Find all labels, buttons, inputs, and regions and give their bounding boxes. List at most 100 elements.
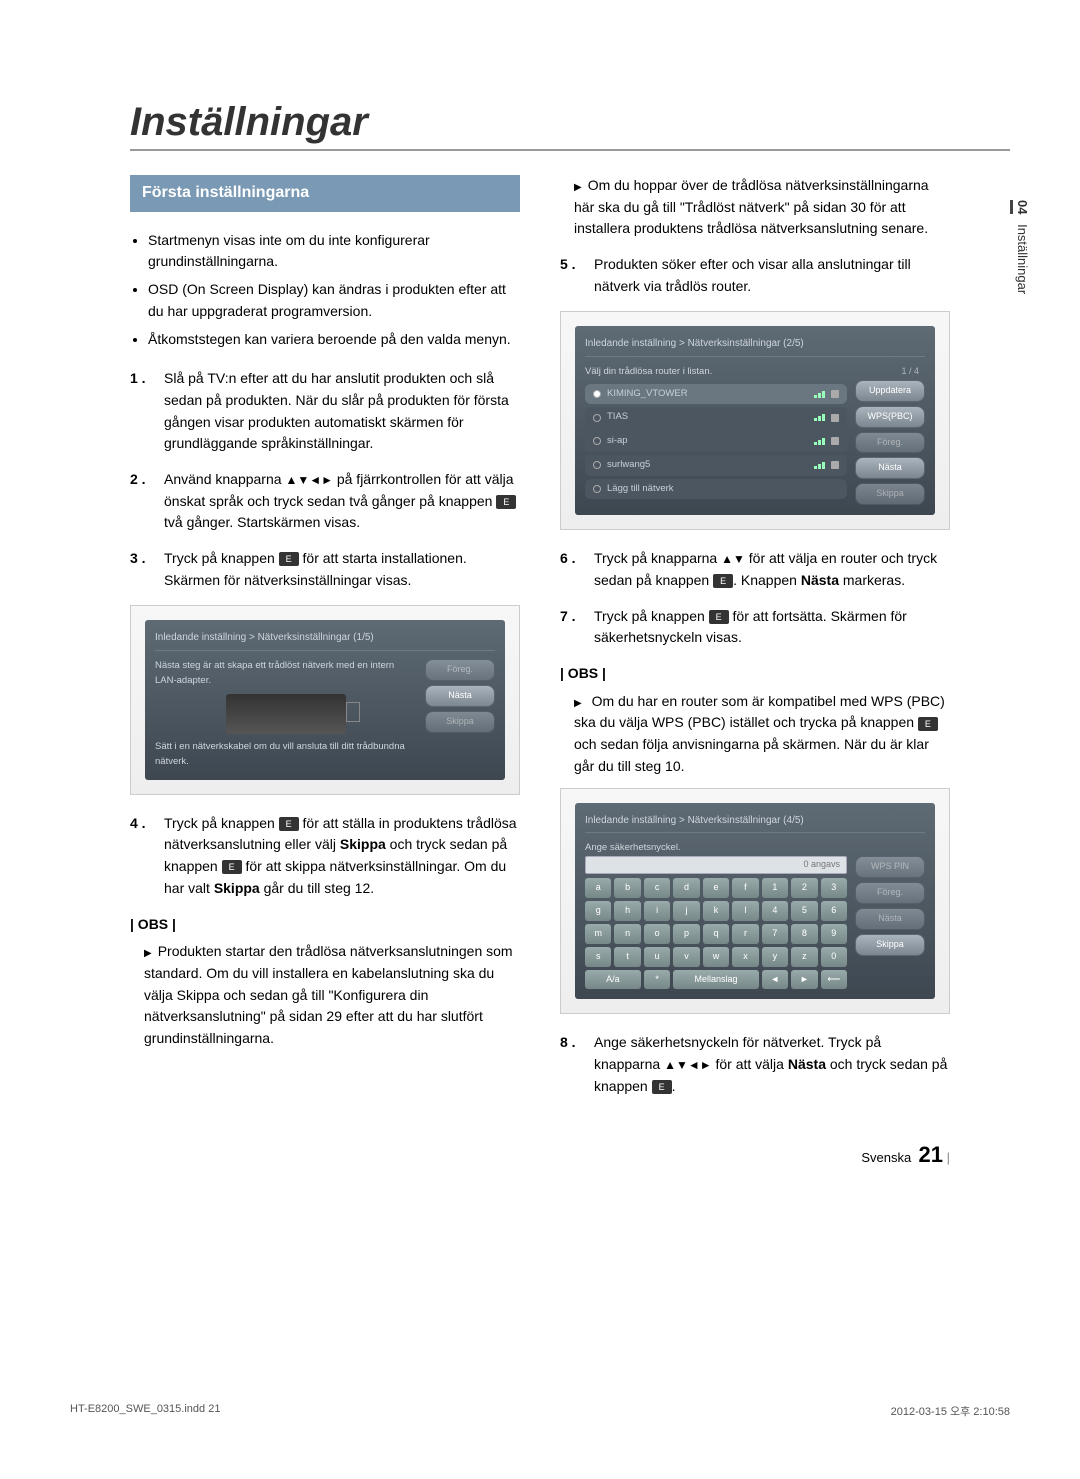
footer-right: 2012-03-15 오후 2:10:58	[891, 1403, 1010, 1419]
key[interactable]: d	[673, 878, 699, 898]
key[interactable]: 5	[791, 901, 817, 921]
key[interactable]: b	[614, 878, 640, 898]
security-key-input[interactable]: 0 angavs	[585, 856, 847, 874]
tv-button-skip[interactable]: Skippa	[855, 483, 925, 505]
arrows-icon: ▲▼◄►	[285, 473, 333, 487]
section-heading: Första inställningarna	[130, 175, 520, 212]
step-number: 1 .	[130, 368, 164, 455]
key[interactable]: p	[673, 924, 699, 944]
tv-button-next[interactable]: Nästa	[425, 685, 495, 707]
tv-button-prev[interactable]: Föreg.	[855, 432, 925, 454]
key[interactable]: i	[644, 901, 670, 921]
key[interactable]: h	[614, 901, 640, 921]
step-number: 6 .	[560, 548, 594, 591]
key[interactable]: 0	[821, 947, 847, 967]
obs-item: Produkten startar den trådlösa nätverksa…	[144, 941, 520, 1049]
tv1-text: Nästa steg är att skapa ett trådlöst nät…	[155, 659, 417, 688]
tv-button-prev[interactable]: Föreg.	[425, 659, 495, 681]
key[interactable]: w	[703, 947, 729, 967]
tv-button-skip[interactable]: Skippa	[855, 934, 925, 956]
key[interactable]: 8	[791, 924, 817, 944]
tv2-breadcrumb: Inledande inställning > Nätverksinställn…	[585, 336, 925, 357]
tv-button-wps[interactable]: WPS(PBC)	[855, 406, 925, 428]
key[interactable]: e	[703, 878, 729, 898]
router-item[interactable]: TIAS	[585, 407, 847, 428]
intro-bullet: Åtkomststegen kan variera beroende på de…	[148, 329, 520, 351]
tv-screenshot-1: Inledande inställning > Nätverksinställn…	[130, 605, 520, 794]
key[interactable]: r	[732, 924, 758, 944]
tv2-text: Välj din trådlösa router i listan.	[585, 365, 712, 380]
key[interactable]: y	[762, 947, 788, 967]
key[interactable]: g	[585, 901, 611, 921]
key[interactable]: 2	[791, 878, 817, 898]
tv-screenshot-3: Inledande inställning > Nätverksinställn…	[560, 788, 950, 1015]
step-number: 4 .	[130, 813, 164, 900]
key[interactable]: 1	[762, 878, 788, 898]
lock-icon	[831, 390, 839, 398]
router-item[interactable]: KIMING_VTOWER	[585, 384, 847, 405]
tv-button-skip[interactable]: Skippa	[425, 711, 495, 733]
tv-button-next[interactable]: Nästa	[855, 908, 925, 930]
key[interactable]: q	[703, 924, 729, 944]
key[interactable]: o	[644, 924, 670, 944]
enter-icon: E	[279, 552, 299, 566]
router-item[interactable]: si-ap	[585, 431, 847, 452]
key[interactable]: t	[614, 947, 640, 967]
key[interactable]: *	[644, 970, 670, 990]
tv-button-next[interactable]: Nästa	[855, 457, 925, 479]
key[interactable]: l	[732, 901, 758, 921]
tv1-hint: Sätt i en nätverkskabel om du vill anslu…	[155, 740, 417, 769]
enter-icon: E	[279, 817, 299, 831]
intro-bullet: Startmenyn visas inte om du inte konfigu…	[148, 230, 520, 273]
key[interactable]: 4	[762, 901, 788, 921]
router-item[interactable]: surlwang5	[585, 455, 847, 476]
lock-icon	[831, 437, 839, 445]
router-item-add[interactable]: Lägg till nätverk	[585, 479, 847, 500]
key[interactable]: m	[585, 924, 611, 944]
key[interactable]: 3	[821, 878, 847, 898]
print-footer: HT-E8200_SWE_0315.indd 21 2012-03-15 오후 …	[0, 1403, 1080, 1419]
step-2: Använd knapparna ▲▼◄► på fjärrkontrollen…	[164, 469, 520, 534]
onscreen-keyboard: abcdef123 ghijkl456 mnopqr789 stuvwxyz0 A/a*…	[585, 878, 847, 990]
key[interactable]: 7	[762, 924, 788, 944]
key[interactable]: A/a	[585, 970, 641, 990]
step-number: 7 .	[560, 606, 594, 649]
key[interactable]: a	[585, 878, 611, 898]
step-1: Slå på TV:n efter att du har anslutit pr…	[164, 368, 520, 455]
step-8: Ange säkerhetsnyckeln för nätverket. Try…	[594, 1032, 950, 1097]
tv3-text: Ange säkerhetsnyckel.	[585, 841, 925, 856]
page-title: Inställningar	[130, 100, 1010, 151]
key[interactable]: j	[673, 901, 699, 921]
key[interactable]: u	[644, 947, 670, 967]
key[interactable]: ◄	[762, 970, 788, 990]
tv-button-refresh[interactable]: Uppdatera	[855, 380, 925, 402]
obs-item: Om du har en router som är kompatibel me…	[574, 691, 950, 778]
key[interactable]: ⟵	[821, 970, 847, 990]
key[interactable]: c	[644, 878, 670, 898]
tv-button-wpspin[interactable]: WPS PIN	[855, 856, 925, 878]
step-number: 3 .	[130, 548, 164, 591]
note-item: Om du hoppar över de trådlösa nätverksin…	[574, 175, 950, 240]
key[interactable]: ►	[791, 970, 817, 990]
key[interactable]: k	[703, 901, 729, 921]
key[interactable]: n	[614, 924, 640, 944]
key[interactable]: s	[585, 947, 611, 967]
lock-icon	[831, 461, 839, 469]
step-number: 5 .	[560, 254, 594, 297]
side-tab-number: 04	[1010, 200, 1030, 214]
arrows-icon: ▲▼	[721, 552, 745, 566]
key[interactable]: 6	[821, 901, 847, 921]
tv-button-prev[interactable]: Föreg.	[855, 882, 925, 904]
side-tab-label: Inställningar	[1015, 224, 1030, 294]
key[interactable]: v	[673, 947, 699, 967]
obs-heading: | OBS |	[560, 663, 950, 685]
key[interactable]: 9	[821, 924, 847, 944]
intro-bullets: Startmenyn visas inte om du inte konfigu…	[130, 230, 520, 350]
key[interactable]: x	[732, 947, 758, 967]
key[interactable]: Mellanslag	[673, 970, 758, 990]
step-number: 8 .	[560, 1032, 594, 1097]
step-6: Tryck på knapparna ▲▼ för att välja en r…	[594, 548, 950, 591]
step-3: Tryck på knappen E för att starta instal…	[164, 548, 520, 591]
key[interactable]: z	[791, 947, 817, 967]
key[interactable]: f	[732, 878, 758, 898]
